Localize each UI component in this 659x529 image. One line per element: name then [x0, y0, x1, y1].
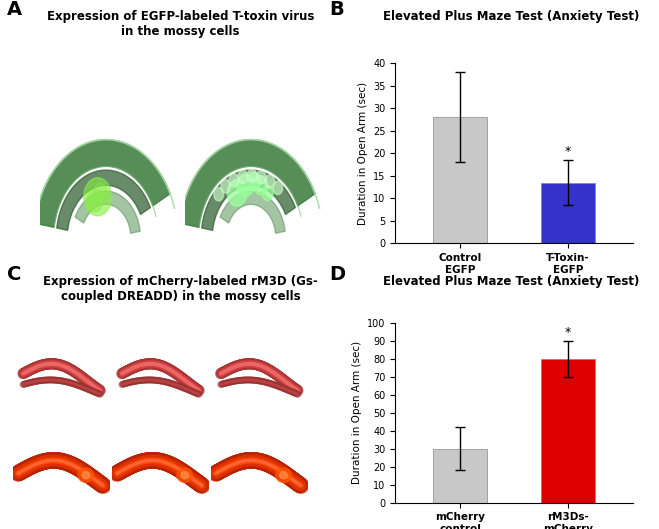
Text: mCherry control virus: mCherry control virus: [15, 339, 107, 348]
Text: Control EGFP: Control EGFP: [42, 75, 97, 84]
Text: B: B: [330, 0, 344, 19]
Polygon shape: [75, 191, 140, 233]
Circle shape: [247, 169, 257, 183]
Text: D: D: [330, 264, 345, 284]
Circle shape: [177, 468, 192, 482]
Text: A: A: [7, 0, 22, 19]
Circle shape: [94, 184, 107, 203]
Circle shape: [275, 468, 291, 482]
Polygon shape: [202, 170, 295, 230]
Text: Expression of EGFP-labeled T-toxin virus
in the mossy cells: Expression of EGFP-labeled T-toxin virus…: [47, 11, 314, 38]
Y-axis label: Duration in Open Arm (sec): Duration in Open Arm (sec): [358, 82, 368, 225]
Circle shape: [237, 174, 254, 197]
Circle shape: [84, 178, 111, 216]
Bar: [433, 449, 487, 503]
Text: Expression of mCherry-labeled rM3D (Gs-
coupled DREADD) in the mossy cells: Expression of mCherry-labeled rM3D (Gs- …: [43, 275, 318, 303]
Y-axis label: Duration in Open Arm (sec): Duration in Open Arm (sec): [352, 341, 362, 484]
Circle shape: [279, 472, 287, 479]
Text: C: C: [7, 264, 21, 284]
Polygon shape: [57, 170, 150, 230]
Circle shape: [254, 176, 268, 195]
Text: *: *: [565, 145, 571, 158]
Circle shape: [238, 170, 248, 184]
Text: Elevated Plus Maze Test (Anxiety Test): Elevated Plus Maze Test (Anxiety Test): [382, 11, 639, 23]
Text: rM3Ds-mCherry virus: rM3Ds-mCherry virus: [15, 434, 105, 443]
Text: T-Toxin-EGFP: T-Toxin-EGFP: [187, 75, 240, 84]
Circle shape: [227, 180, 246, 206]
Circle shape: [273, 181, 283, 195]
Circle shape: [246, 172, 260, 191]
Circle shape: [181, 472, 188, 479]
Bar: [433, 117, 487, 243]
Text: *: *: [565, 326, 571, 339]
Bar: [541, 183, 595, 243]
Polygon shape: [220, 191, 285, 233]
Circle shape: [86, 189, 103, 212]
Circle shape: [256, 171, 266, 184]
Polygon shape: [35, 140, 170, 227]
Circle shape: [221, 179, 231, 193]
Circle shape: [78, 468, 94, 482]
Circle shape: [214, 188, 223, 201]
Circle shape: [262, 185, 273, 200]
Text: Elevated Plus Maze Test (Anxiety Test): Elevated Plus Maze Test (Anxiety Test): [382, 275, 639, 288]
Circle shape: [82, 472, 90, 479]
Polygon shape: [180, 140, 315, 227]
Circle shape: [229, 174, 239, 187]
Circle shape: [265, 175, 275, 188]
Bar: [541, 359, 595, 503]
